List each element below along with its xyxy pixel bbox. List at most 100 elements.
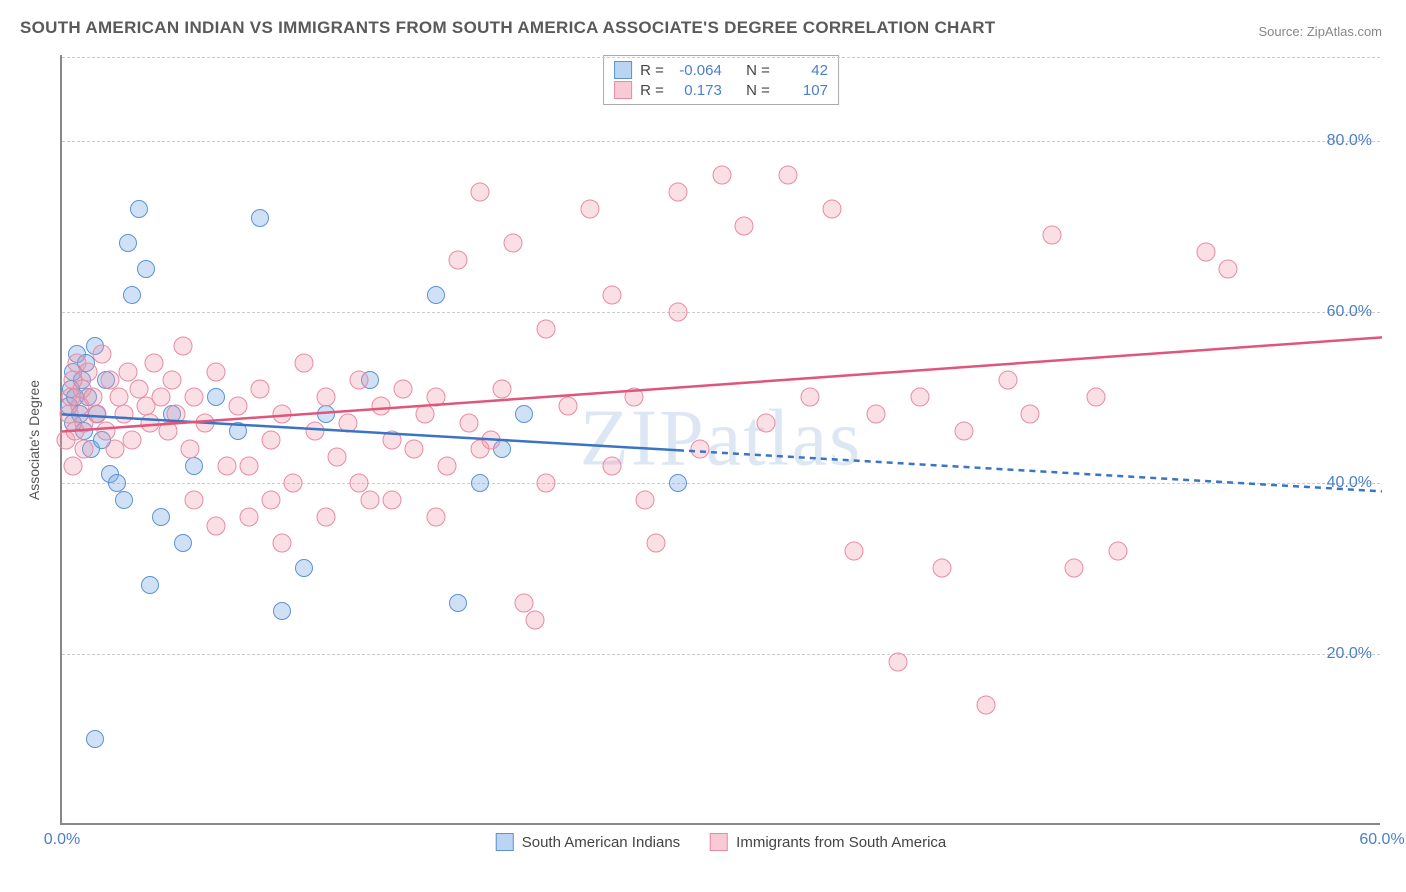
scatter-point [141, 413, 160, 432]
scatter-point [339, 413, 358, 432]
scatter-point [449, 251, 468, 270]
scatter-point [537, 473, 556, 492]
stat-n-value: 107 [778, 82, 828, 99]
scatter-point [185, 490, 204, 509]
scatter-point [350, 371, 369, 390]
scatter-point [471, 474, 489, 492]
scatter-point [317, 388, 336, 407]
stat-n-label: N = [746, 62, 770, 79]
scatter-point [123, 286, 141, 304]
scatter-point [108, 474, 126, 492]
scatter-point [801, 388, 820, 407]
ytick-label: 20.0% [1327, 645, 1372, 663]
scatter-point [636, 490, 655, 509]
scatter-point [361, 490, 380, 509]
scatter-point [152, 388, 171, 407]
scatter-point [515, 593, 534, 612]
stats-row: R =-0.064 N =42 [614, 60, 828, 80]
scatter-point [1087, 388, 1106, 407]
scatter-point [449, 594, 467, 612]
scatter-point [306, 422, 325, 441]
scatter-point [1065, 559, 1084, 578]
scatter-point [328, 448, 347, 467]
legend-label: South American Indians [522, 834, 680, 851]
scatter-point [691, 439, 710, 458]
gridline-h [62, 483, 1380, 484]
scatter-point [1021, 405, 1040, 424]
legend: South American Indians Immigrants from So… [496, 833, 947, 851]
stat-r-value: 0.173 [672, 82, 722, 99]
scatter-point [115, 491, 133, 509]
scatter-point [273, 602, 291, 620]
scatter-point [218, 456, 237, 475]
scatter-point [207, 362, 226, 381]
scatter-point [757, 413, 776, 432]
scatter-point [317, 405, 335, 423]
scatter-point [603, 285, 622, 304]
ytick-label: 40.0% [1327, 474, 1372, 492]
scatter-point [158, 422, 177, 441]
scatter-point [867, 405, 886, 424]
scatter-point [123, 431, 142, 450]
scatter-point [537, 319, 556, 338]
scatter-point [145, 354, 164, 373]
scatter-point [207, 516, 226, 535]
gridline-h [62, 654, 1380, 655]
scatter-point [185, 388, 204, 407]
scatter-point [526, 610, 545, 629]
legend-item: South American Indians [496, 833, 680, 851]
legend-label: Immigrants from South America [736, 834, 946, 851]
scatter-point [372, 396, 391, 415]
scatter-point [174, 336, 193, 355]
scatter-point [97, 422, 116, 441]
scatter-point [889, 653, 908, 672]
scatter-point [196, 413, 215, 432]
scatter-point [75, 439, 94, 458]
plot-area: ZIPatlas R =-0.064 N =42R =0.173 N =107 … [60, 55, 1380, 825]
scatter-point [427, 286, 445, 304]
scatter-point [405, 439, 424, 458]
scatter-point [207, 388, 225, 406]
scatter-point [88, 405, 107, 424]
scatter-point [163, 371, 182, 390]
scatter-point [152, 508, 170, 526]
scatter-point [229, 422, 247, 440]
stat-n-value: 42 [778, 62, 828, 79]
legend-swatch [496, 833, 514, 851]
legend-item: Immigrants from South America [710, 833, 946, 851]
scatter-point [317, 508, 336, 527]
xtick-label: 60.0% [1359, 831, 1404, 849]
chart-title: SOUTH AMERICAN INDIAN VS IMMIGRANTS FROM… [20, 18, 995, 38]
scatter-point [262, 490, 281, 509]
ytick-label: 60.0% [1327, 303, 1372, 321]
scatter-point [438, 456, 457, 475]
scatter-point [101, 371, 120, 390]
stat-r-label: R = [640, 62, 664, 79]
scatter-point [669, 182, 688, 201]
scatter-point [581, 200, 600, 219]
scatter-point [669, 474, 687, 492]
scatter-point [735, 217, 754, 236]
scatter-point [119, 234, 137, 252]
scatter-point [933, 559, 952, 578]
scatter-point [669, 302, 688, 321]
scatter-point [284, 473, 303, 492]
ytick-label: 80.0% [1327, 132, 1372, 150]
scatter-point [167, 405, 186, 424]
gridline-h [62, 141, 1380, 142]
scatter-point [273, 405, 292, 424]
stats-row: R =0.173 N =107 [614, 80, 828, 100]
scatter-point [64, 456, 83, 475]
scatter-point [92, 345, 111, 364]
scatter-point [416, 405, 435, 424]
scatter-point [79, 362, 98, 381]
scatter-point [603, 456, 622, 475]
scatter-point [394, 379, 413, 398]
scatter-point [471, 182, 490, 201]
scatter-point [779, 165, 798, 184]
y-axis-label: Associate's Degree [26, 380, 42, 500]
scatter-point [1043, 225, 1062, 244]
scatter-point [427, 508, 446, 527]
watermark: ZIPatlas [580, 394, 863, 485]
scatter-point [823, 200, 842, 219]
